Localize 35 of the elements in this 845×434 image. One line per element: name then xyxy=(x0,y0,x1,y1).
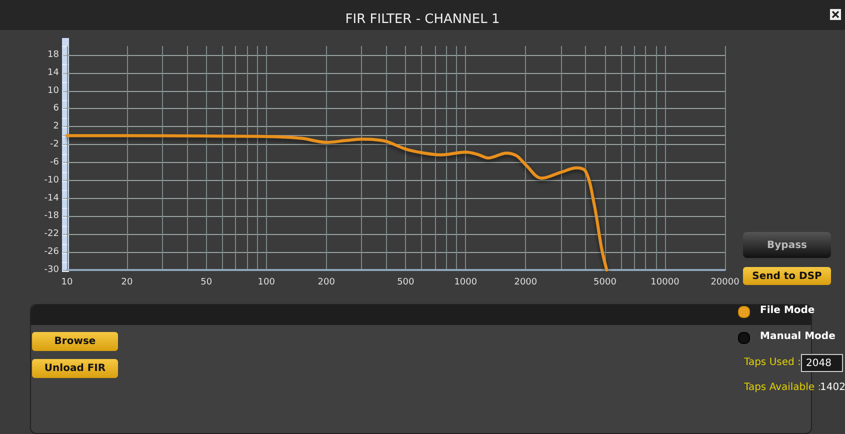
text: Browse xyxy=(32,332,118,351)
x-tick-label: 10 xyxy=(61,278,73,288)
text: Taps Used : xyxy=(744,357,801,368)
x-tick-label: 2000 xyxy=(514,278,538,288)
x-tick-label: 20000 xyxy=(710,278,740,288)
y-tick-label: 10 xyxy=(48,86,60,96)
x-tick-label: 200 xyxy=(318,278,336,288)
x-tick-label: 500 xyxy=(397,278,415,288)
x-tick-label: 50 xyxy=(200,278,212,288)
x-tick-label: 5000 xyxy=(594,278,617,288)
y-tick-label: 6 xyxy=(53,104,60,114)
text: Unload FIR xyxy=(32,359,118,378)
text: 2048 xyxy=(801,354,843,372)
y-tick-label: -22 xyxy=(44,229,59,240)
y-tick-label: 2 xyxy=(53,122,59,132)
y-tick-label: 18 xyxy=(48,50,60,60)
text: File Mode xyxy=(760,305,815,316)
y-tick-label: -14 xyxy=(44,193,60,204)
text: 1402 xyxy=(820,382,845,393)
y-tick-label: -6 xyxy=(50,157,60,168)
text: Taps Available : xyxy=(744,382,822,393)
chart-title: FIR FILTER - CHANNEL 1 xyxy=(345,12,500,27)
y-tick-label: 14 xyxy=(48,68,60,78)
x-tick-label: 1000 xyxy=(454,278,478,288)
text: Manual Mode xyxy=(760,331,836,342)
text: Bypass xyxy=(743,232,831,258)
y-tick-label: -30 xyxy=(44,265,60,275)
y-tick-label: -18 xyxy=(44,211,60,222)
y-tick-label: -10 xyxy=(44,175,60,186)
x-tick-label: 10000 xyxy=(650,278,680,288)
text: Send to DSP xyxy=(743,267,831,285)
x-tick-label: 20 xyxy=(121,278,134,288)
y-tick-label: -26 xyxy=(44,247,60,258)
x-tick-label: 100 xyxy=(258,278,276,288)
y-tick-label: -2 xyxy=(50,140,59,150)
